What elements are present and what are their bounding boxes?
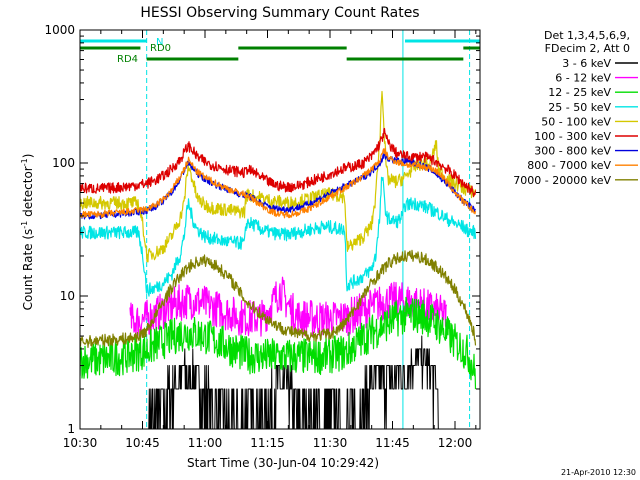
footer-timestamp: 21-Apr-2010 12:30	[561, 468, 636, 477]
legend-header-2: FDecim 2, Att 0	[545, 42, 630, 55]
series-4	[80, 90, 477, 263]
series-0	[148, 335, 439, 429]
legend-label-1: 6 - 12 keV	[555, 72, 611, 85]
y-tick-label-0: 1	[67, 422, 75, 436]
series-8	[80, 249, 477, 348]
legend-label-3: 25 - 50 keV	[548, 101, 611, 114]
series-line-1	[129, 276, 448, 339]
y-axis-label: Count Rate (s-1 detector-1)	[20, 154, 35, 311]
x-tick-label-5: 11:45	[375, 436, 410, 450]
legend: Det 1,3,4,5,6,9,FDecim 2, Att 0 3 - 6 keV…	[513, 29, 638, 187]
legend-label-5: 100 - 300 keV	[534, 130, 611, 143]
flag-label-rd4: RD4	[117, 54, 138, 65]
series-layer	[80, 90, 477, 429]
series-line-5	[80, 127, 477, 198]
series-1	[129, 276, 448, 339]
legend-label-7: 800 - 7000 keV	[527, 159, 611, 172]
flag-label-n: N	[156, 37, 163, 48]
legend-label-6: 300 - 800 keV	[534, 145, 611, 158]
x-axis: 10:30 10:45 11:00 11:15 11:30 11:45 12:00	[63, 30, 477, 450]
x-axis-label: Start Time (30-Jun-04 10:29:42)	[187, 456, 379, 470]
legend-label-4: 50 - 100 keV	[541, 115, 611, 128]
x-tick-label-1: 10:45	[125, 436, 160, 450]
y-tick-label-3: 1000	[44, 23, 75, 37]
chart-title: HESSI Observing Summary Count Rates	[140, 5, 419, 21]
series-7	[80, 147, 477, 219]
series-line-4	[80, 90, 477, 263]
series-line-3	[80, 176, 477, 297]
series-2	[80, 296, 477, 390]
y-tick-label-2: 100	[52, 156, 75, 170]
series-line-2	[80, 296, 477, 390]
legend-label-2: 12 - 25 keV	[548, 86, 611, 99]
legend-header-1: Det 1,3,4,5,6,9,	[544, 29, 630, 42]
y-axis: 1 10 100 1000	[44, 23, 480, 436]
x-tick-label-4: 11:30	[313, 436, 348, 450]
series-line-7	[80, 147, 477, 219]
y-tick-label-1: 10	[60, 289, 75, 303]
series-line-0	[148, 335, 439, 429]
series-3	[80, 176, 477, 297]
x-tick-label-2: 11:00	[188, 436, 223, 450]
flag-label-rd0: RD0	[150, 43, 171, 54]
x-tick-label-3: 11:15	[250, 436, 285, 450]
legend-label-8: 7000 - 20000 keV	[513, 174, 611, 187]
legend-label-0: 3 - 6 keV	[562, 57, 611, 70]
plot-frame	[79, 29, 481, 430]
series-5	[80, 127, 477, 198]
x-tick-label-6: 12:00	[438, 436, 473, 450]
series-line-8	[80, 249, 477, 348]
x-tick-label-0: 10:30	[63, 436, 98, 450]
